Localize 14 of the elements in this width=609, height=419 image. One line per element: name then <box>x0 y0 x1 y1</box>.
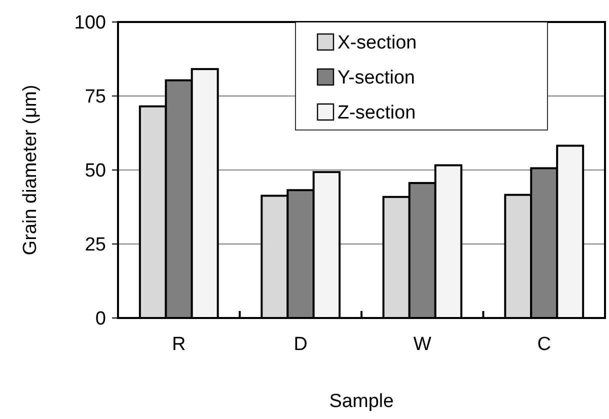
legend-label: Y-section <box>338 68 415 89</box>
y-tick-label: 100 <box>74 12 106 34</box>
y-tick-label: 25 <box>84 234 106 256</box>
y-tick-label: 0 <box>95 308 106 330</box>
y-axis-title: Grain diameter (μm) <box>20 84 41 256</box>
y-tick-label: 50 <box>84 160 106 182</box>
legend-label: Z-section <box>338 102 416 124</box>
x-tick-label: R <box>172 334 186 355</box>
x-tick-label: C <box>537 334 551 355</box>
x-axis-title: Sample <box>329 391 394 412</box>
x-tick-label: D <box>294 334 308 355</box>
x-tick-label: W <box>413 334 432 355</box>
legend-label: X-section <box>338 32 417 54</box>
y-tick-label: 75 <box>84 86 106 108</box>
